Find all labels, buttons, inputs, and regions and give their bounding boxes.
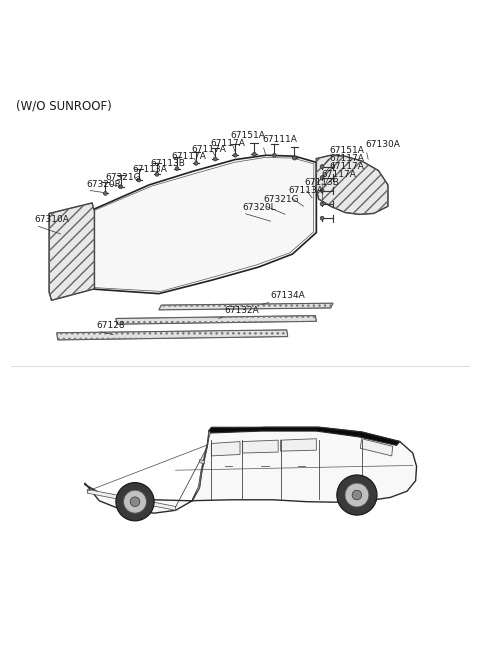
- Circle shape: [345, 483, 369, 507]
- Polygon shape: [57, 330, 288, 340]
- Text: 67310A: 67310A: [35, 215, 70, 224]
- Polygon shape: [211, 441, 240, 456]
- Circle shape: [123, 490, 146, 513]
- Text: 67130A: 67130A: [365, 140, 400, 148]
- Polygon shape: [242, 440, 278, 453]
- Circle shape: [119, 185, 122, 189]
- Polygon shape: [90, 155, 316, 294]
- Circle shape: [320, 189, 324, 192]
- Circle shape: [252, 152, 256, 156]
- Text: 67321G: 67321G: [263, 195, 299, 204]
- Text: 67113A: 67113A: [288, 186, 324, 195]
- Circle shape: [194, 161, 198, 165]
- Text: 67117A: 67117A: [171, 152, 206, 161]
- Text: 67113B: 67113B: [150, 159, 185, 168]
- Text: 67117A: 67117A: [192, 145, 226, 154]
- Circle shape: [213, 157, 217, 161]
- Circle shape: [104, 192, 108, 195]
- Circle shape: [155, 173, 159, 176]
- Text: 67151A: 67151A: [330, 146, 365, 155]
- Polygon shape: [116, 316, 316, 324]
- Circle shape: [320, 176, 324, 180]
- Polygon shape: [209, 427, 400, 445]
- Polygon shape: [199, 460, 204, 464]
- Text: 67117A: 67117A: [210, 138, 245, 148]
- Polygon shape: [49, 203, 95, 300]
- Circle shape: [273, 154, 276, 157]
- Text: (W/O SUNROOF): (W/O SUNROOF): [16, 100, 111, 113]
- Text: 67117A: 67117A: [330, 163, 365, 171]
- Text: 67151A: 67151A: [230, 131, 265, 140]
- Text: 67320L: 67320L: [242, 203, 276, 211]
- Text: 67321G: 67321G: [106, 173, 141, 182]
- Text: 67113B: 67113B: [304, 178, 339, 187]
- Text: 67128: 67128: [97, 321, 125, 330]
- Polygon shape: [360, 439, 393, 456]
- Circle shape: [175, 167, 179, 171]
- Circle shape: [233, 154, 237, 157]
- Text: 67117A: 67117A: [321, 170, 356, 179]
- Polygon shape: [281, 439, 316, 451]
- Circle shape: [292, 156, 296, 160]
- Circle shape: [137, 178, 141, 182]
- Polygon shape: [87, 489, 176, 510]
- Circle shape: [337, 475, 377, 515]
- Text: 67113A: 67113A: [132, 165, 167, 174]
- Text: 67134A: 67134A: [271, 291, 305, 300]
- Circle shape: [320, 165, 324, 169]
- Polygon shape: [85, 427, 417, 513]
- Text: 67132A: 67132A: [225, 306, 260, 315]
- Circle shape: [116, 483, 154, 521]
- Text: 67320R: 67320R: [86, 180, 121, 189]
- Polygon shape: [159, 303, 333, 310]
- Text: 67111A: 67111A: [262, 134, 297, 144]
- Text: 67117A: 67117A: [330, 154, 365, 163]
- Polygon shape: [92, 157, 314, 291]
- Circle shape: [320, 202, 324, 206]
- Circle shape: [130, 497, 140, 506]
- Polygon shape: [316, 155, 388, 215]
- Circle shape: [320, 216, 324, 220]
- Polygon shape: [192, 431, 210, 500]
- Circle shape: [352, 490, 362, 500]
